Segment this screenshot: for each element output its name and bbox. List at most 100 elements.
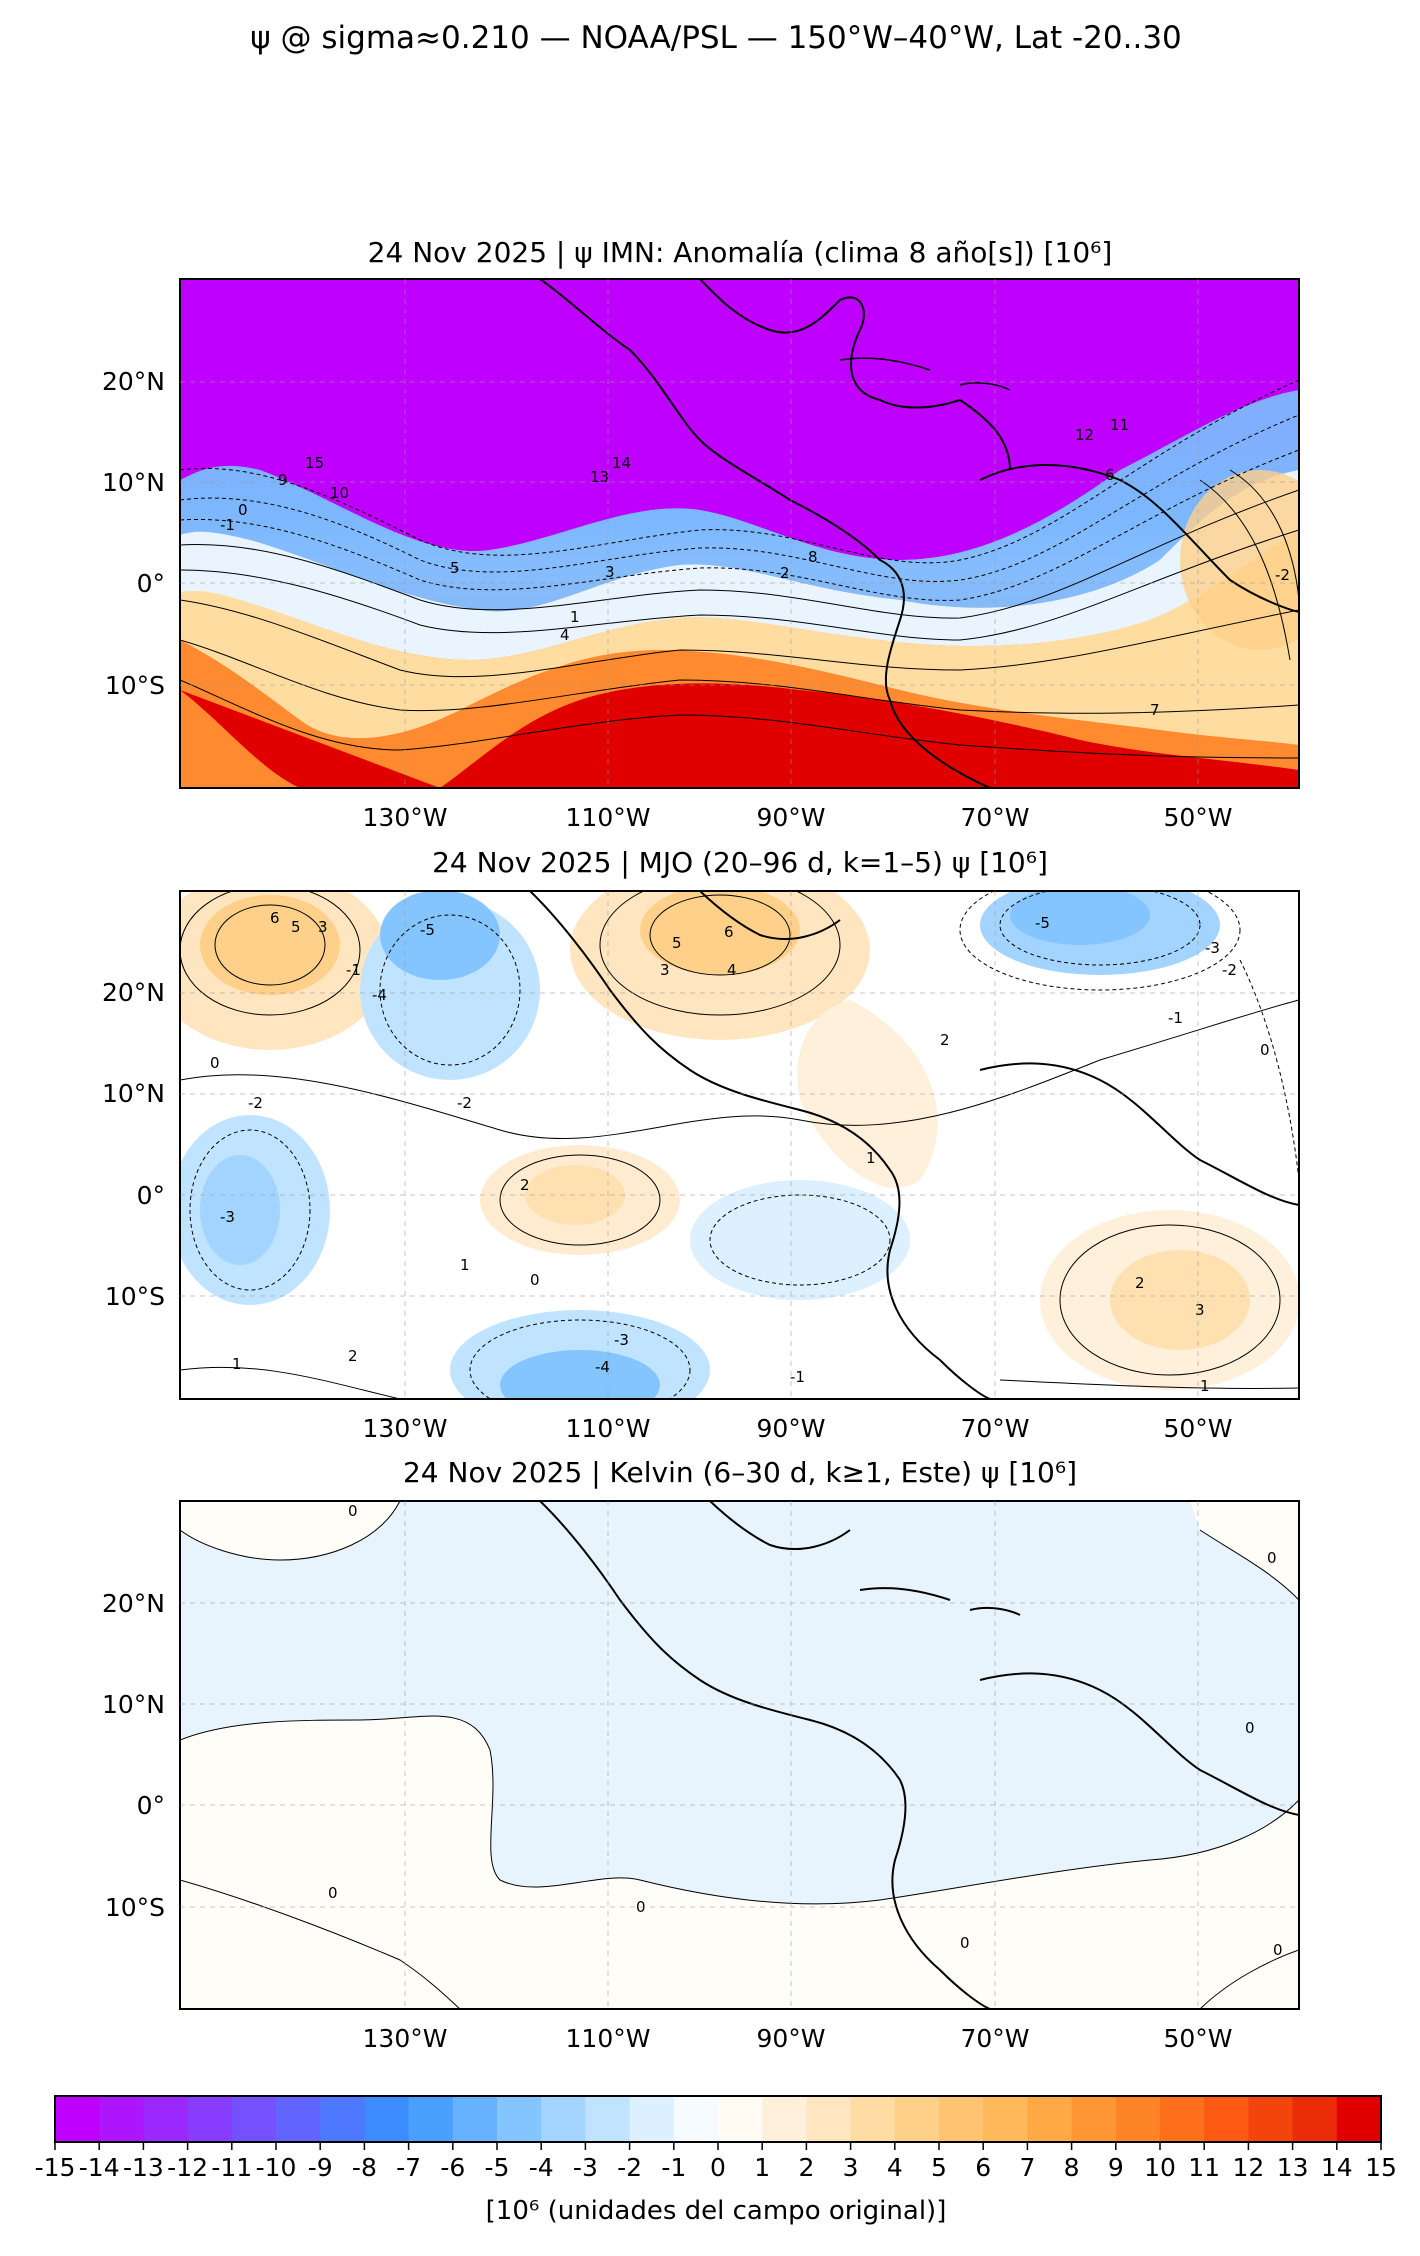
colorbar-cell <box>320 2096 365 2142</box>
colorbar-cell <box>673 2096 719 2142</box>
colorbar-cell <box>1027 2096 1073 2142</box>
svg-text:70°W: 70°W <box>960 1414 1029 1443</box>
gridlines-panel-3 <box>180 1501 1299 2009</box>
colorbar-tick-label: 11 <box>1188 2153 1220 2182</box>
colorbar-tick-label: -3 <box>573 2153 598 2182</box>
colorbar-tick-label: -13 <box>123 2153 164 2182</box>
colorbar-cell <box>806 2096 852 2142</box>
kelvin-contours <box>180 1501 1299 2009</box>
svg-text:5: 5 <box>291 918 301 936</box>
panel-title-anomaly: 24 Nov 2025 | ψ IMN: Anomalía (clima 8 a… <box>368 236 1113 269</box>
svg-text:90°W: 90°W <box>756 1414 825 1443</box>
colorbar-cell <box>452 2096 498 2142</box>
svg-text:4: 4 <box>727 961 737 979</box>
panel-frame-kelvin <box>179 1500 1300 2010</box>
lat-ticks-panel-2: 20°N 10°N 0° 10°S <box>102 978 165 1311</box>
svg-text:1: 1 <box>866 1149 876 1167</box>
svg-text:-2: -2 <box>248 1094 263 1112</box>
colorbar-cell <box>1292 2096 1338 2142</box>
svg-text:10°S: 10°S <box>105 1893 165 1922</box>
colorbar-tick-label: -8 <box>352 2153 377 2182</box>
colorbar-cell <box>187 2096 233 2142</box>
colorbar-cell <box>276 2096 321 2142</box>
coastlines-panel-3 <box>539 1501 1299 2009</box>
svg-text:90°W: 90°W <box>756 2024 825 2053</box>
svg-text:9: 9 <box>278 471 288 489</box>
svg-text:7: 7 <box>1150 701 1160 719</box>
colorbar-ticks: -15 -14 -13 -12 -11 -10 -9 -8 -7 -6 -5 -4 -3 -2 -1 0 1 2 3… <box>35 2142 1397 2182</box>
svg-text:0: 0 <box>210 1054 220 1072</box>
colorbar-tick-label: -5 <box>485 2153 510 2182</box>
svg-text:-1: -1 <box>790 1368 805 1386</box>
panel-title-mjo: 24 Nov 2025 | MJO (20–96 d, k=1–5) ψ [10… <box>432 846 1048 879</box>
colorbar-tick-label: 3 <box>843 2153 859 2182</box>
colorbar-cell <box>143 2096 189 2142</box>
colorbar-tick-label: 13 <box>1277 2153 1309 2182</box>
svg-text:10°S: 10°S <box>105 671 165 700</box>
figure-suptitle: ψ @ sigma≈0.210 — NOAA/PSL — 150°W–40°W,… <box>250 20 1182 56</box>
svg-text:0°: 0° <box>137 569 165 598</box>
svg-text:50°W: 50°W <box>1163 2024 1232 2053</box>
svg-text:20°N: 20°N <box>102 367 165 396</box>
lon-ticks-panel-3: 130°W 110°W 90°W 70°W 50°W <box>363 2024 1233 2053</box>
colorbar-tick-label: -15 <box>35 2153 76 2182</box>
svg-text:0: 0 <box>238 501 248 519</box>
anomaly-negative-region <box>180 279 1299 560</box>
kelvin-negative-region <box>180 1501 1299 1904</box>
panel-anomaly: 24 Nov 2025 | ψ IMN: Anomalía (clima 8 a… <box>102 236 1300 832</box>
colorbar-cell <box>1248 2096 1294 2142</box>
colorbar-cell <box>939 2096 984 2142</box>
svg-text:-5: -5 <box>420 921 435 939</box>
panel-frame-anomaly <box>179 278 1300 789</box>
svg-text:50°W: 50°W <box>1163 803 1232 832</box>
colorbar-tick-label: -12 <box>167 2153 208 2182</box>
gridlines-panel-1 <box>180 279 1299 788</box>
colorbar-tick-label: 15 <box>1365 2153 1397 2182</box>
svg-text:-4: -4 <box>595 1358 610 1376</box>
colorbar-tick-label: 4 <box>887 2153 903 2182</box>
colorbar-cell <box>762 2096 807 2142</box>
svg-text:12: 12 <box>1075 426 1094 444</box>
svg-text:10: 10 <box>330 484 349 502</box>
colorbar-tick-label: -6 <box>440 2153 465 2182</box>
anomaly-blue-band <box>180 390 1299 612</box>
svg-text:10°N: 10°N <box>102 468 165 497</box>
colorbar-tick-label: 14 <box>1321 2153 1353 2182</box>
mjo-contour-labels: 6 6 5 5 4 3 3 3 2 2 2 2 1 1 1 1 0 0 0 -1 <box>210 909 1270 1395</box>
svg-text:-4: -4 <box>372 986 387 1004</box>
mjo-contours <box>180 891 1299 1399</box>
svg-text:50°W: 50°W <box>1163 1414 1232 1443</box>
svg-text:5: 5 <box>450 559 460 577</box>
colorbar-tick-label: -14 <box>79 2153 120 2182</box>
lat-ticks-panel-3: 20°N 10°N 0° 10°S <box>102 1589 165 1922</box>
colorbar-cells <box>55 2096 1382 2142</box>
svg-text:110°W: 110°W <box>566 803 651 832</box>
panel-mjo: 24 Nov 2025 | MJO (20–96 d, k=1–5) ψ [10… <box>102 846 1300 1443</box>
colorbar-tick-label: 12 <box>1232 2153 1264 2182</box>
svg-text:110°W: 110°W <box>566 2024 651 2053</box>
colorbar-cell <box>541 2096 586 2142</box>
colorbar-cell <box>1204 2096 1249 2142</box>
lat-ticks-panel-1: 20°N 10°N 0° 10°S <box>102 367 165 700</box>
svg-text:5: 5 <box>672 934 682 952</box>
svg-text:3: 3 <box>660 961 670 979</box>
svg-text:70°W: 70°W <box>960 2024 1029 2053</box>
svg-text:15: 15 <box>305 454 324 472</box>
svg-text:1: 1 <box>570 608 580 626</box>
colorbar-tick-label: -10 <box>256 2153 297 2182</box>
colorbar-tick-label: 9 <box>1108 2153 1124 2182</box>
colorbar-tick-label: 1 <box>754 2153 770 2182</box>
colorbar-cell <box>1160 2096 1205 2142</box>
colorbar-cell <box>850 2096 896 2142</box>
svg-text:-3: -3 <box>220 1208 235 1226</box>
gridlines-panel-2 <box>180 891 1299 1399</box>
svg-text:70°W: 70°W <box>960 803 1029 832</box>
svg-text:2: 2 <box>1135 1274 1145 1292</box>
colorbar-tick-label: 10 <box>1144 2153 1176 2182</box>
coastlines-panel-1 <box>539 279 1299 788</box>
svg-text:3: 3 <box>605 563 615 581</box>
colorbar-tick-label: 7 <box>1019 2153 1035 2182</box>
svg-text:0: 0 <box>348 1502 358 1520</box>
colorbar-cell <box>497 2096 542 2142</box>
svg-text:2: 2 <box>520 1176 530 1194</box>
